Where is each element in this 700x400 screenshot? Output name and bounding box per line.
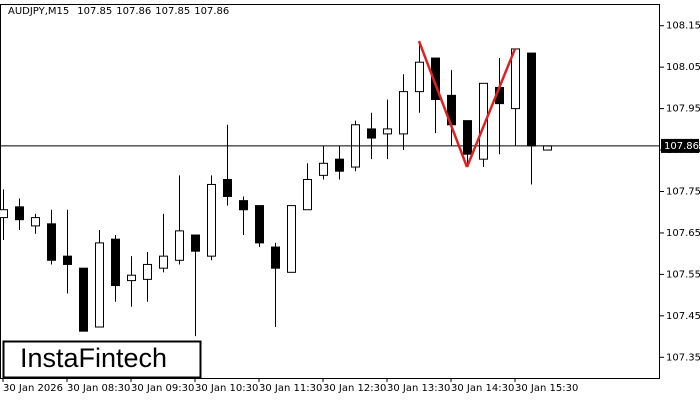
candle-body: [511, 48, 520, 110]
y-tick-label: 107.65: [666, 228, 700, 239]
y-tick-label: 108.15: [666, 21, 700, 32]
logo-box: [2, 340, 202, 379]
candles: [0, 41, 552, 337]
candle-body: [191, 234, 200, 252]
candle-body: [111, 238, 120, 287]
candle-body: [415, 61, 424, 93]
x-tick-label: 30 Jan 11:30: [259, 383, 322, 394]
candle-body: [383, 128, 392, 135]
y-tick-label: 107.55: [666, 269, 700, 280]
candle-body: [223, 178, 232, 197]
logo: InstaFintech: [20, 343, 167, 373]
x-tick-label: 30 Jan 12:30: [323, 383, 386, 394]
header-open: 107.85: [77, 6, 112, 17]
candle-body: [159, 255, 168, 269]
candle-body: [15, 206, 24, 221]
candle-body: [0, 209, 8, 219]
candle-body: [399, 91, 408, 135]
candle-body: [543, 145, 552, 151]
price-label-box: [661, 138, 699, 153]
candle-body: [527, 52, 536, 147]
candle-body: [239, 200, 248, 211]
candle-body: [175, 230, 184, 261]
x-tick-label: 30 Jan 09:30: [131, 383, 194, 394]
y-tick-label: 107.35: [666, 352, 700, 363]
candle-body: [463, 120, 472, 155]
candle-body: [479, 82, 488, 160]
y-tick-label: 108.05: [666, 62, 700, 73]
candle-body: [335, 158, 344, 172]
candle-body: [63, 255, 72, 265]
plot-frame: [0, 4, 660, 379]
y-tick-label: 107.95: [666, 104, 700, 115]
candle-body: [79, 267, 88, 332]
candle-body: [303, 178, 312, 211]
y-tick-label: 107.75: [666, 187, 700, 198]
x-tick-label: 30 Jan 10:30: [195, 383, 258, 394]
symbol: AUDJPY,M15: [8, 6, 69, 17]
candle-body: [47, 223, 56, 261]
header-low: 107.85: [155, 6, 190, 17]
x-tick-label: 30 Jan 13:30: [387, 383, 450, 394]
x-tick-label: 30 Jan 14:30: [451, 383, 514, 394]
pattern-line: [417, 40, 469, 168]
x-tick-label: 30 Jan 2026: [3, 383, 63, 394]
candle-body: [431, 57, 440, 100]
candle-body: [319, 162, 328, 176]
candle-body: [287, 205, 296, 273]
y-tick-label: 107.45: [666, 311, 700, 322]
candle-body: [31, 217, 40, 227]
price-label: 107.86: [664, 141, 699, 152]
candle-body: [127, 274, 136, 282]
x-tick-label: 30 Jan 08:30: [67, 383, 130, 394]
pattern-line: [465, 48, 517, 168]
candle-body: [367, 128, 376, 139]
chart-header: AUDJPY,M15 107.85 107.86 107.85 107.86: [8, 6, 229, 17]
candle-body: [271, 246, 280, 269]
x-tick-label: 30 Jan 15:30: [515, 383, 578, 394]
candle-body: [143, 263, 152, 280]
candle-body: [207, 183, 216, 257]
header-high: 107.86: [116, 6, 151, 17]
candle-body: [95, 242, 104, 328]
header-close: 107.86: [194, 6, 229, 17]
candle-body: [255, 205, 264, 244]
